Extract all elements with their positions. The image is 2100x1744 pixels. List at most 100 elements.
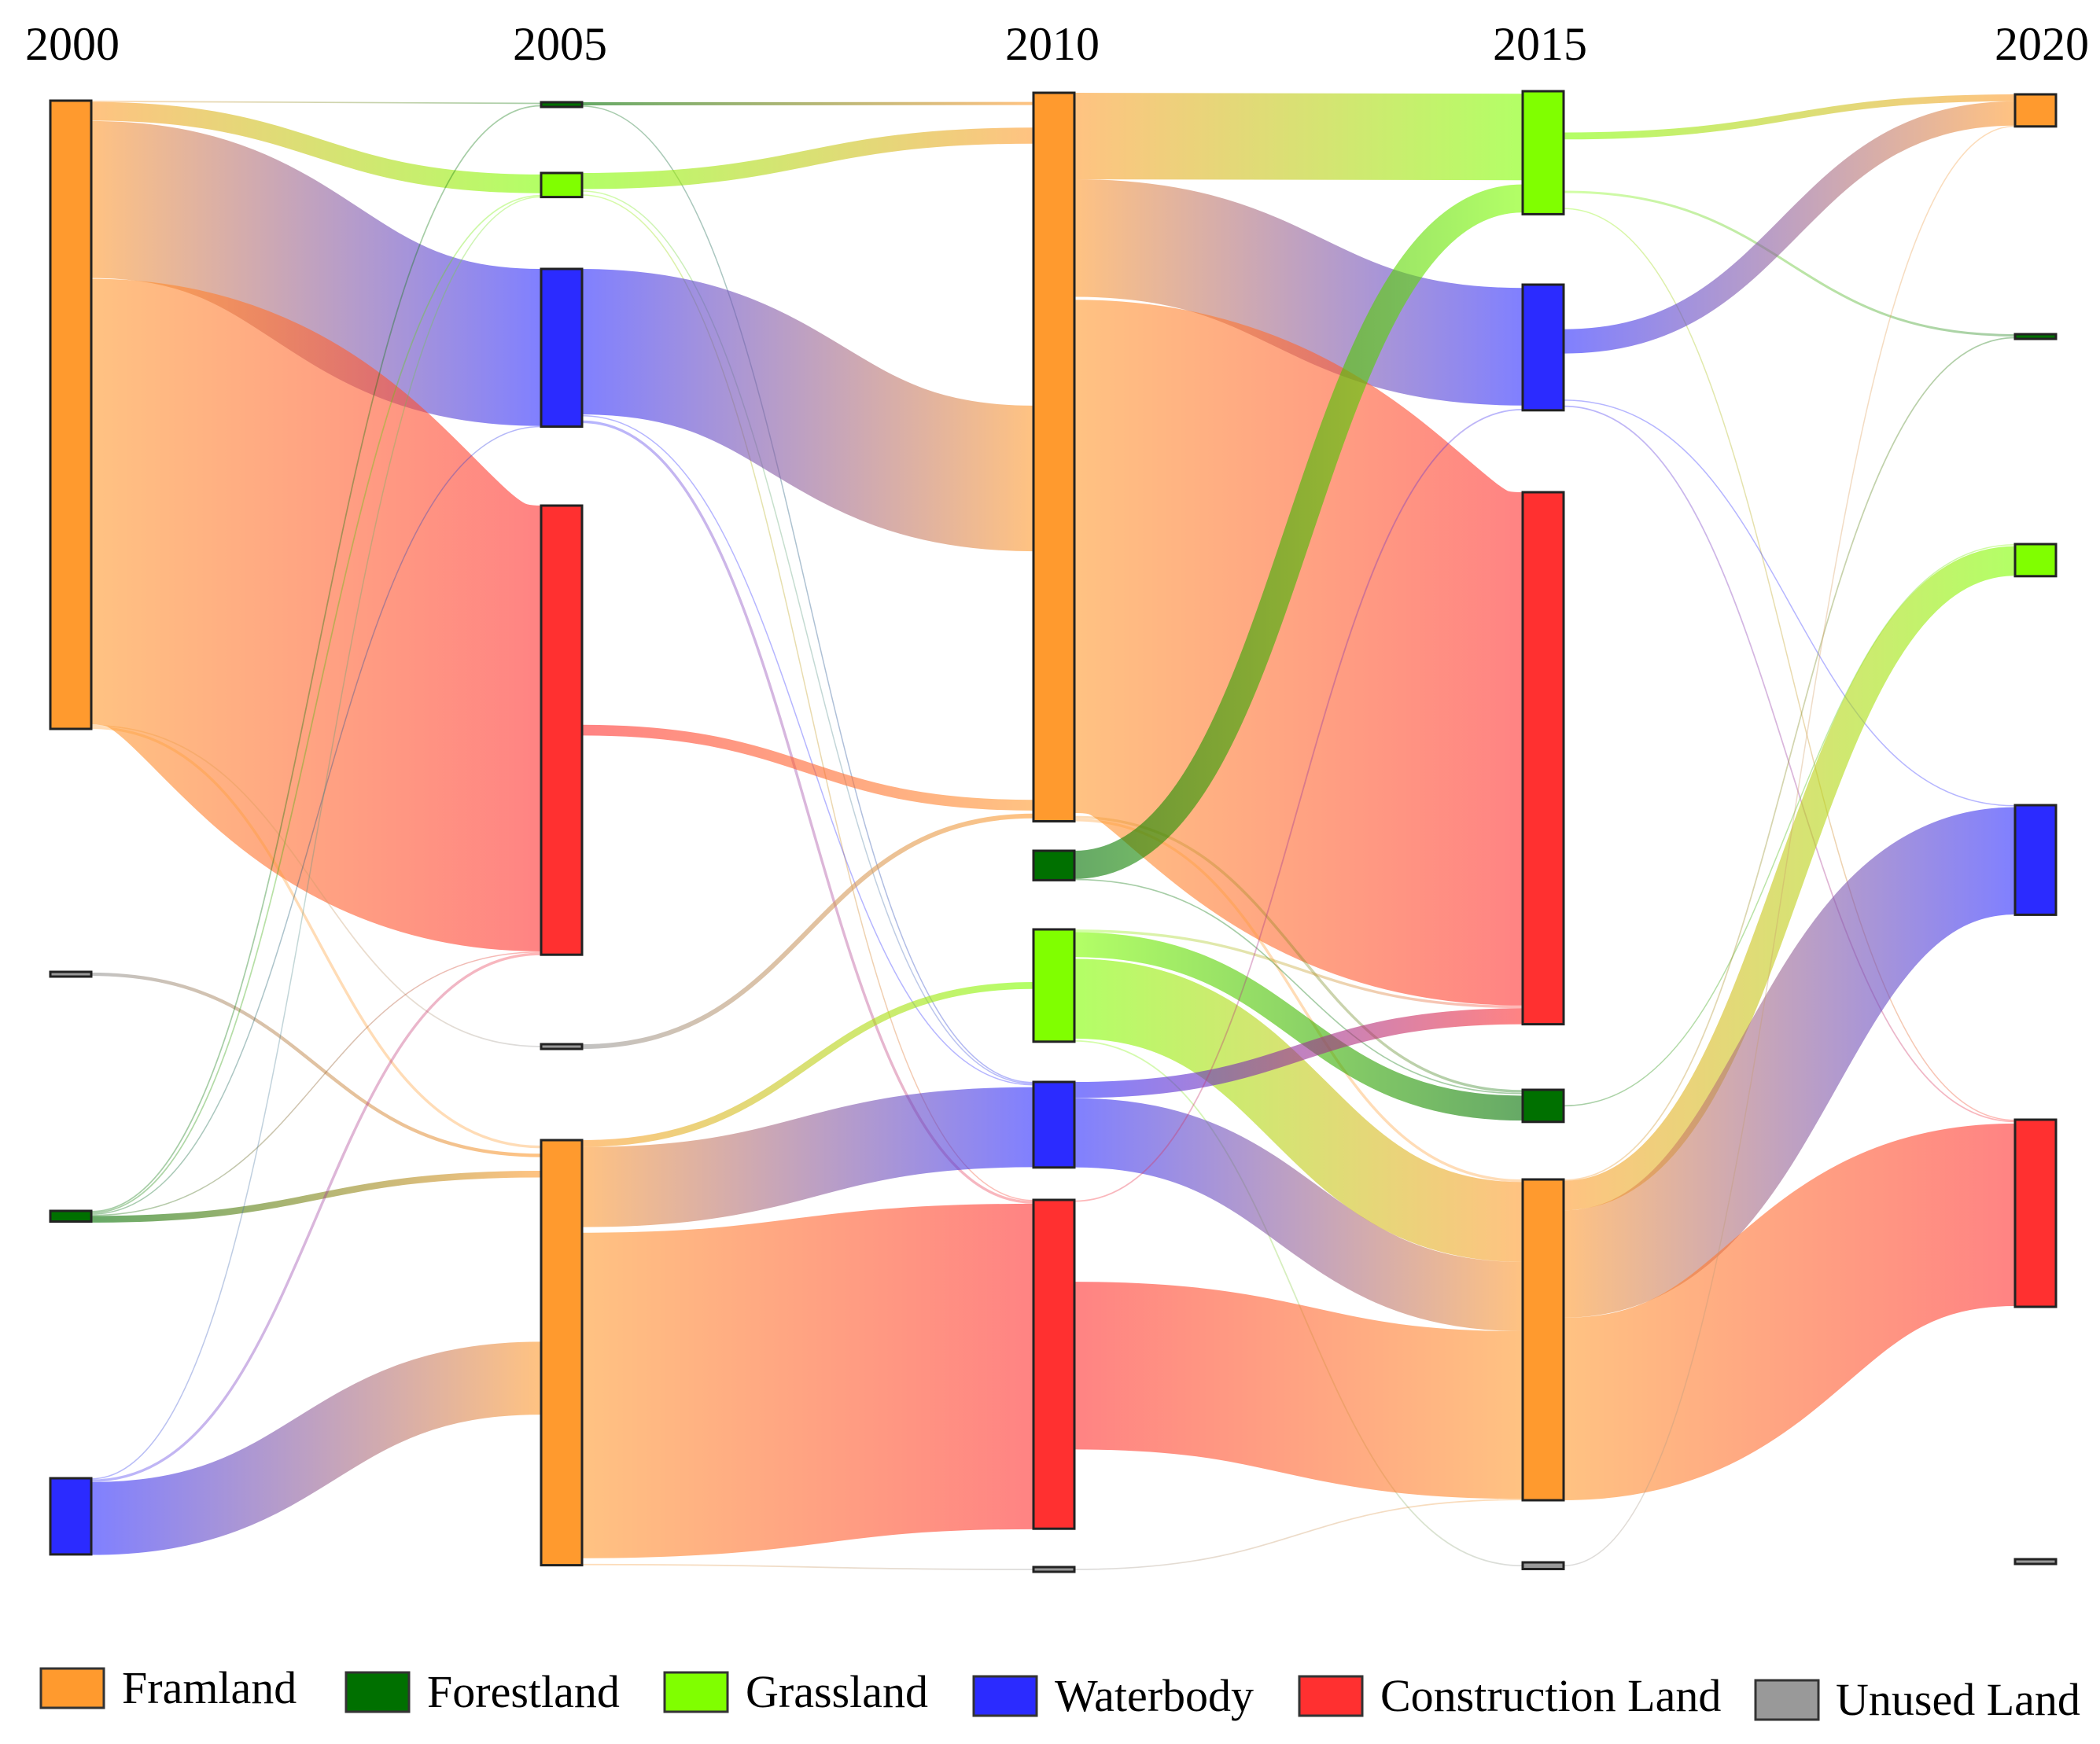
flow-fa2005-to-wa2010	[581, 1087, 1034, 1227]
node-forestland-2020	[2013, 333, 2058, 340]
flow-wa2005-to-wa2010	[581, 414, 1034, 1086]
node-unused-2010	[1032, 1566, 1076, 1573]
node-grassland-2020	[2013, 543, 2058, 578]
flow-fo2005-to-wa2010	[581, 105, 1034, 1084]
node-forestland-2015	[1521, 1088, 1565, 1124]
flow-fa2010-to-wa2015	[1074, 179, 1523, 406]
legend-label-framland: Framland	[122, 1662, 297, 1713]
node-waterbody-2020	[2013, 804, 2058, 916]
year-label-2005: 2005	[513, 18, 607, 70]
flow-gr2015-to-fo2020	[1563, 190, 2016, 337]
legend: Framland Forestland Grassland Waterbody …	[39, 1662, 2080, 1725]
node-waterbody-2010	[1032, 1080, 1076, 1169]
node-forestland-2000	[49, 1209, 93, 1223]
flow-wa2005-to-fa2010	[580, 269, 1035, 552]
year-label-2020: 2020	[1995, 18, 2089, 70]
node-unused-2020	[2013, 1558, 2058, 1566]
flow-fa2000-to-wa2005	[90, 120, 543, 426]
flow-gr2010-to-fo2015	[1074, 932, 1523, 1121]
year-label-2010: 2010	[1005, 18, 1100, 70]
flow-fa2015-to-fo2020	[1563, 337, 2016, 1181]
legend-item-framland: Framland	[39, 1662, 297, 1713]
flow-fo2000-to-wa2005	[90, 425, 542, 1215]
flow-gr2010-to-fa2015	[1074, 958, 1523, 1262]
flow-layer	[83, 93, 2017, 1570]
year-label-2000: 2000	[25, 18, 120, 70]
flow-wa2015-to-wa2020	[1563, 399, 2016, 807]
node-framland-2015	[1521, 1178, 1565, 1502]
flow-uu2015-to-fa2020	[1563, 125, 2016, 1566]
year-labels: 2000 2005 2010 2015 2020	[25, 18, 2089, 70]
flow-fa2000-to-fo2005	[90, 101, 542, 105]
node-framland-2005	[540, 1139, 584, 1567]
node-framland-2010	[1032, 91, 1076, 822]
flow-fo2000-to-fa2005	[90, 1171, 542, 1223]
flow-fa2010-to-gr2015	[1074, 93, 1523, 181]
flow-co2010-to-wa2015	[1074, 408, 1523, 1202]
flow-fo2000-to-gr2005	[90, 194, 542, 1214]
node-forestland-2010	[1032, 849, 1076, 881]
flow-fa2000-to-gr2005	[90, 101, 542, 193]
flow-fa2005-to-uu2010	[581, 1563, 1034, 1570]
flow-fa2000-to-uu2005	[90, 724, 542, 1047]
node-grassland-2015	[1521, 90, 1565, 215]
legend-swatch-waterbody	[972, 1675, 1038, 1717]
legend-label-grassland: Grassland	[746, 1666, 928, 1717]
flow-gr2010-to-uu2015	[1074, 1040, 1523, 1567]
flow-uu2005-to-fa2010	[581, 813, 1034, 1049]
flow-gr2005-to-fa2010	[581, 127, 1034, 189]
flow-fa2010-to-co2015	[1067, 300, 1531, 1006]
legend-item-unused: Unused Land	[1754, 1674, 2080, 1725]
node-waterbody-2000	[49, 1477, 93, 1556]
flow-wa2015-to-co2020	[1563, 405, 2016, 1123]
flow-wa2000-to-gr2005	[90, 196, 542, 1480]
legend-label-waterbody: Waterbody	[1055, 1670, 1254, 1721]
node-waterbody-2015	[1521, 283, 1565, 412]
legend-item-forestland: Forestland	[344, 1666, 620, 1717]
node-waterbody-2005	[540, 267, 584, 429]
legend-item-construction: Construction Land	[1298, 1670, 1721, 1721]
node-unused-2015	[1521, 1561, 1565, 1570]
flow-wa2010-to-fa2015	[1074, 1098, 1523, 1331]
legend-label-forestland: Forestland	[427, 1666, 620, 1717]
flow-fa2005-to-co2010	[581, 1203, 1034, 1558]
flow-co2005-to-fa2010	[581, 724, 1034, 811]
flow-fa2015-to-co2020	[1561, 1123, 2017, 1501]
legend-swatch-grassland	[663, 1671, 729, 1713]
node-construction-2005	[540, 504, 584, 956]
legend-item-waterbody: Waterbody	[972, 1670, 1254, 1721]
flow-wa2010-to-co2015	[1074, 1008, 1523, 1098]
flow-wa2000-to-co2005	[90, 952, 542, 1482]
flow-gr2005-to-wa2010	[581, 190, 1034, 1084]
node-forestland-2005	[540, 101, 584, 109]
node-layer	[49, 90, 2058, 1573]
flow-wa2015-to-fa2020	[1563, 101, 2016, 354]
node-construction-2010	[1032, 1198, 1076, 1530]
year-label-2015: 2015	[1493, 18, 1587, 70]
flow-co2010-to-fa2015	[1074, 1282, 1523, 1499]
node-unused-2005	[540, 1043, 584, 1050]
legend-label-construction: Construction Land	[1380, 1670, 1721, 1721]
flow-fo2000-to-co2005	[90, 951, 542, 1216]
legend-item-grassland: Grassland	[663, 1666, 928, 1717]
flow-fa2005-to-gr2010	[581, 982, 1034, 1147]
flow-gr2015-to-co2020	[1563, 208, 2016, 1121]
flow-fo2000-to-fo2005	[90, 105, 542, 1212]
flow-fo2010-to-fo2015	[1074, 878, 1523, 1095]
flow-uu2010-to-fa2015	[1074, 1499, 1523, 1570]
node-framland-2000	[49, 99, 93, 730]
flow-fa2015-to-wa2020	[1561, 807, 2017, 1318]
flow-fo2010-to-gr2015	[1074, 184, 1523, 879]
node-construction-2020	[2013, 1118, 2058, 1308]
flow-fa2015-to-gr2020	[1563, 546, 2016, 1211]
flow-wa2000-to-fa2005	[90, 1341, 542, 1555]
node-grassland-2005	[540, 171, 584, 199]
legend-swatch-forestland	[344, 1671, 411, 1713]
node-unused-2000	[49, 970, 93, 978]
flow-gr2010-to-co2015	[1074, 929, 1523, 1009]
legend-label-unused: Unused Land	[1836, 1674, 2080, 1725]
flow-gr2015-to-fa2020	[1563, 94, 2016, 140]
flow-fa2000-to-co2005	[83, 278, 549, 951]
flow-fo2015-to-gr2020	[1563, 544, 2016, 1107]
